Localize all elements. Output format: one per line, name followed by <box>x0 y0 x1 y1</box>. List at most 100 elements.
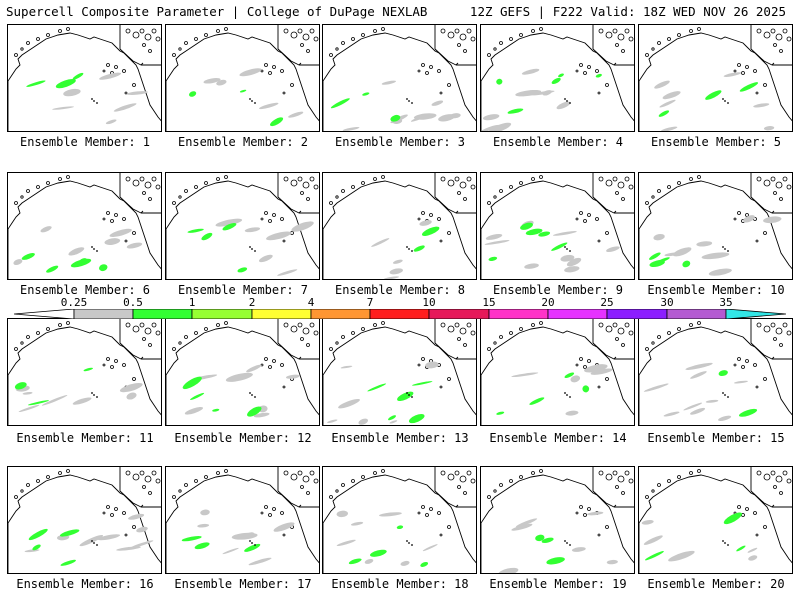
island-outline <box>519 475 523 479</box>
scp-contour-green <box>488 256 498 261</box>
island-outline <box>283 470 289 476</box>
coastline-border <box>750 196 775 214</box>
ensemble-map-panel <box>165 172 320 280</box>
scp-contour-gray <box>239 68 262 77</box>
hawaii-island <box>408 542 410 544</box>
island-outline <box>605 231 609 235</box>
island-outline <box>755 91 759 95</box>
hawaii-island <box>722 392 724 394</box>
island-outline <box>142 337 146 341</box>
island-outline <box>617 33 625 41</box>
island-outline <box>290 325 298 333</box>
island-outline <box>579 505 583 509</box>
scp-contour-gray <box>571 547 586 552</box>
ensemble-map-panel <box>480 466 635 574</box>
island-outline <box>440 176 446 182</box>
colorbar-tick-label: 35 <box>719 296 733 309</box>
scp-contour-green <box>496 78 503 85</box>
island-outline <box>645 53 649 57</box>
island-outline <box>539 175 543 179</box>
island-outline <box>381 27 385 31</box>
scp-contour-gray <box>431 100 444 106</box>
scp-contour-green <box>194 542 210 550</box>
hawaii-island <box>566 248 568 250</box>
island-outline <box>598 176 604 182</box>
island-outline <box>421 63 425 67</box>
colorbar-tick-label: 10 <box>422 296 436 309</box>
coastline-border <box>8 326 161 416</box>
coastline-border <box>166 180 319 270</box>
ensemble-map-panel <box>165 24 320 132</box>
island-outline <box>587 507 591 511</box>
scp-contour-green <box>396 525 404 530</box>
island-outline <box>463 49 467 53</box>
island-outline <box>425 513 429 517</box>
scp-contour-gray <box>358 418 368 425</box>
coastline-border <box>277 490 302 508</box>
scp-contour-green <box>739 82 759 92</box>
ensemble-member-label: Ensemble Member: 2 <box>177 135 309 149</box>
island-outline <box>454 322 460 328</box>
island-outline <box>36 479 40 483</box>
island-outline <box>290 473 298 481</box>
scp-contour-gray <box>643 383 669 392</box>
island-outline <box>786 330 792 336</box>
coastline-border <box>166 32 319 122</box>
island-outline <box>361 181 365 185</box>
hawaii-island <box>566 394 568 396</box>
island-outline <box>224 469 228 473</box>
island-outline <box>264 211 268 215</box>
scp-contour-gray <box>586 511 604 516</box>
coastline-border <box>434 342 459 360</box>
coastline-border <box>119 48 144 66</box>
hawaii-island <box>96 250 98 252</box>
island-outline <box>763 231 767 235</box>
scp-contour-gray <box>24 549 40 553</box>
hawaii-island <box>408 248 410 250</box>
island-outline <box>194 479 198 483</box>
scp-contour-gray <box>277 269 298 276</box>
scp-contour-gray <box>606 559 618 565</box>
hawaii-island <box>249 392 251 394</box>
hawaii-island <box>566 100 568 102</box>
island-outline <box>617 327 625 335</box>
island-outline <box>597 91 601 95</box>
island-outline <box>447 325 455 333</box>
ensemble-map-panel <box>7 318 162 426</box>
scp-contour-gray <box>556 101 571 110</box>
island-outline <box>697 175 701 179</box>
coastline-border <box>119 342 144 360</box>
hawaii-island <box>251 394 253 396</box>
scp-contour-green <box>181 536 202 542</box>
scp-contour-gray <box>690 407 706 415</box>
coastline-border <box>592 196 617 214</box>
island-outline <box>755 385 759 389</box>
island-outline <box>579 357 583 361</box>
coastline-border <box>323 32 476 122</box>
scp-contour-green <box>79 258 88 264</box>
island-outline <box>677 181 681 185</box>
island-outline <box>264 63 268 67</box>
hawaii-island <box>254 544 256 546</box>
scp-contour-green <box>408 414 425 424</box>
island-outline <box>645 347 649 351</box>
colorbar-segment <box>488 309 549 319</box>
island-outline <box>125 176 131 182</box>
coastline-border <box>323 180 476 270</box>
island-outline <box>106 357 110 361</box>
scp-contour-green <box>237 267 248 273</box>
island-outline <box>509 37 513 41</box>
island-outline <box>335 489 339 493</box>
island-outline <box>782 470 788 476</box>
island-outline <box>519 181 523 185</box>
island-outline <box>457 485 461 489</box>
scp-contour-gray <box>126 242 143 249</box>
island-outline <box>216 323 220 327</box>
island-outline <box>122 511 126 515</box>
island-outline <box>302 327 310 335</box>
scp-contour-gray <box>379 512 402 517</box>
island-outline <box>605 473 613 481</box>
island-outline <box>144 181 152 189</box>
island-outline <box>313 478 319 484</box>
pacific-northwest-map <box>8 467 161 573</box>
